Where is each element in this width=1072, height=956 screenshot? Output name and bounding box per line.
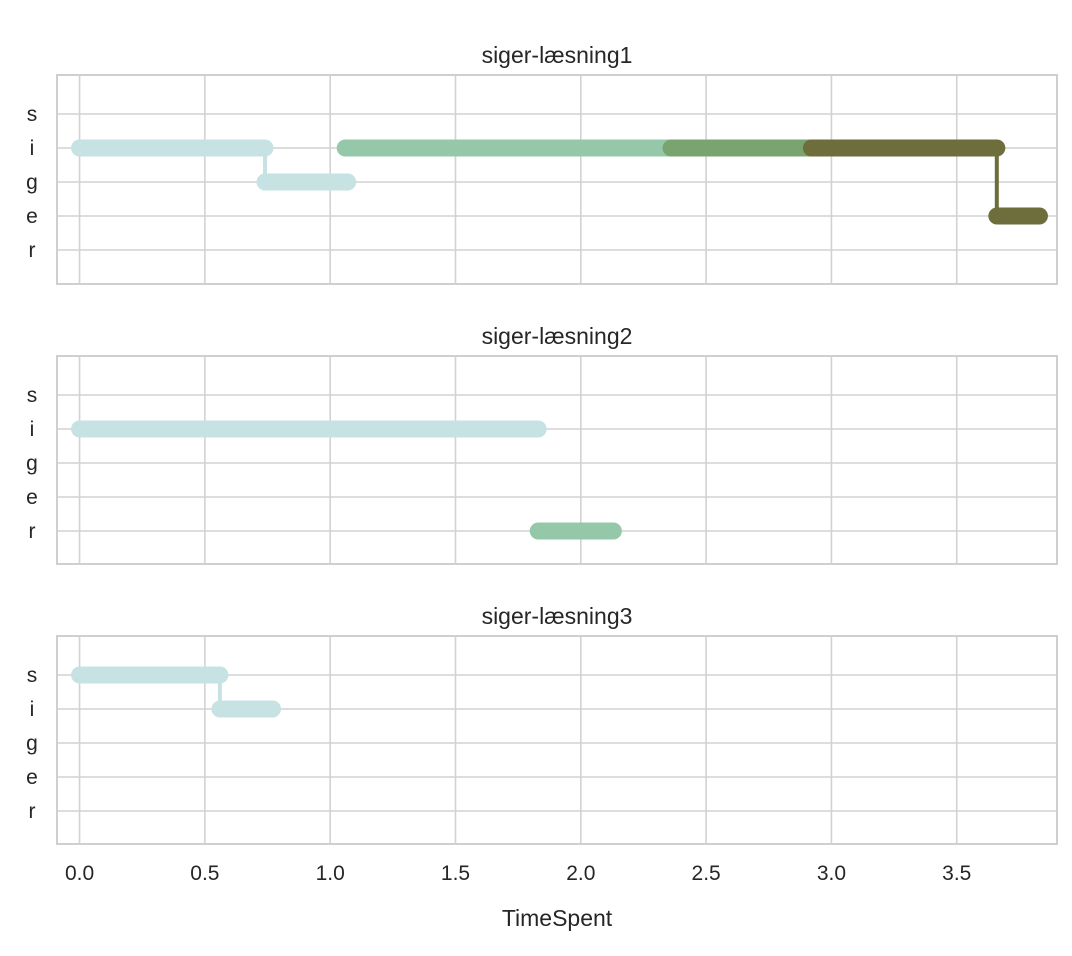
y-tick-label-i: i [30, 137, 35, 160]
x-tick-label: 0.5 [190, 862, 219, 885]
y-tick-label-r: r [29, 520, 36, 543]
panel-title: siger-læsning2 [482, 323, 633, 349]
y-tick-label-g: g [26, 732, 38, 755]
plot-area [57, 75, 1057, 284]
y-tick-label-s: s [27, 384, 38, 407]
panel-frame [56, 355, 1058, 565]
y-tick-label-g: g [26, 452, 38, 475]
panel-3: siger siger-læsning3 [26, 603, 1058, 845]
x-tick-label: 1.5 [441, 862, 470, 885]
panel-frame [56, 74, 1058, 285]
panel-frame [56, 635, 1058, 845]
x-tick-label: 3.0 [817, 862, 846, 885]
panel-title: siger-læsning1 [482, 42, 633, 68]
panel-title: siger-læsning3 [482, 603, 633, 629]
panel-2: siger siger-læsning2 [26, 323, 1058, 565]
panel-1: siger siger-læsning1 [26, 42, 1058, 285]
y-tick-label-e: e [26, 205, 38, 228]
y-tick-label-g: g [26, 171, 38, 194]
x-axis-label: TimeSpent [502, 905, 613, 931]
x-tick-label: 3.5 [942, 862, 971, 885]
y-tick-label-i: i [30, 418, 35, 441]
y-tick-label-s: s [27, 103, 38, 126]
y-tick-label-r: r [29, 800, 36, 823]
y-tick-label-r: r [29, 239, 36, 262]
y-tick-label-i: i [30, 698, 35, 721]
x-tick-label: 2.0 [566, 862, 595, 885]
y-tick-label-e: e [26, 486, 38, 509]
y-tick-label-s: s [27, 664, 38, 687]
y-tick-label-e: e [26, 766, 38, 789]
x-tick-label: 2.5 [692, 862, 721, 885]
x-tick-label: 1.0 [316, 862, 345, 885]
x-tick-label: 0.0 [65, 862, 94, 885]
